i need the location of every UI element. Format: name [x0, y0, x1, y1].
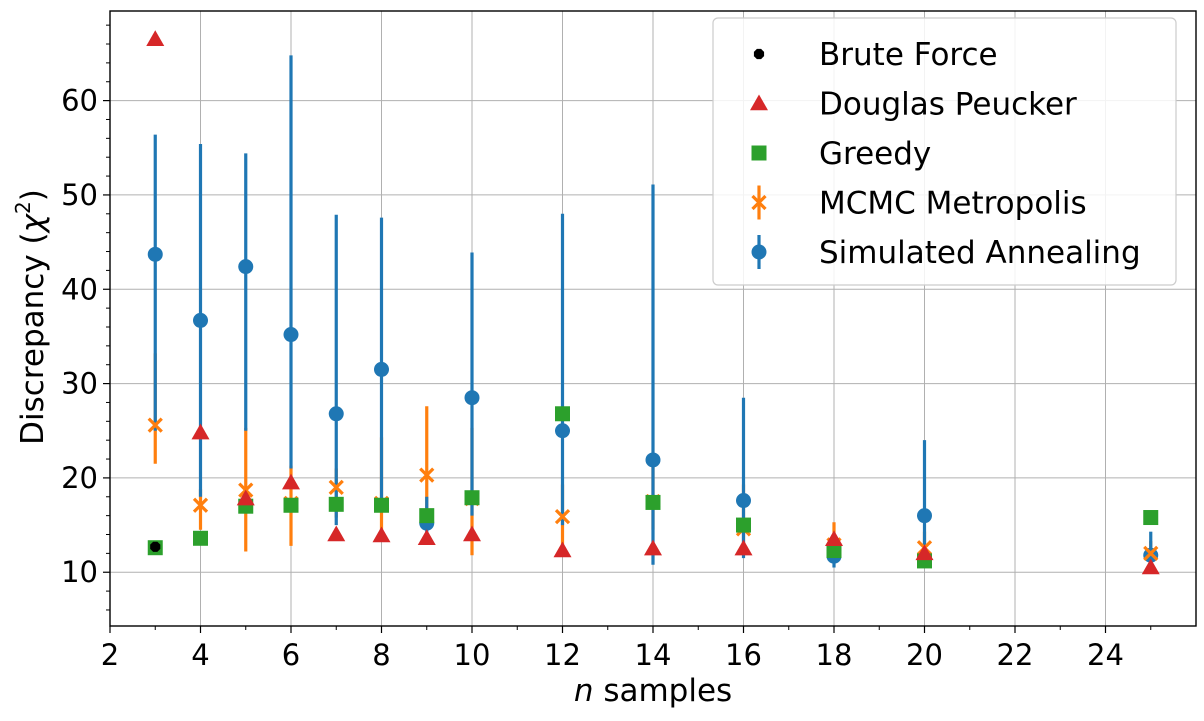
legend: Brute Force Douglas Peucker Greedy MCMC Met…: [712, 17, 1177, 286]
y-axis-label-chi: χ: [15, 212, 51, 234]
y-axis-label-text: Discrepancy (: [15, 232, 51, 444]
douglas-peucker-point: [282, 473, 300, 490]
douglas-peucker-point: [191, 423, 210, 440]
simulated-annealing-point: [193, 312, 208, 328]
simulated-annealing-point: [736, 493, 751, 509]
greedy-point: [193, 530, 208, 546]
mcmc-metropolis-point: [1143, 545, 1159, 562]
douglas-peucker-point: [236, 489, 255, 506]
x-tick-label: 6: [282, 638, 300, 672]
y-tick-label: 60: [61, 84, 98, 118]
major-ticks: [103, 100, 1107, 633]
simulated-annealing-point: [238, 259, 254, 275]
simulated-annealing-point: [645, 452, 661, 468]
y-tick-label: 20: [61, 461, 98, 495]
douglas-peucker-point: [1141, 558, 1160, 575]
simulated-annealing-point: [464, 390, 480, 406]
simulated-annealing-point: [283, 327, 299, 343]
legend-marker-simulated-annealing: [751, 244, 767, 260]
y-axis-label: Discrepancy (χ2): [11, 189, 51, 445]
x-tick-label: 10: [454, 638, 491, 672]
mcmc-metropolis-point: [147, 417, 163, 433]
simulated-annealing-point: [328, 406, 344, 422]
y-tick-label: 30: [61, 367, 98, 401]
data-markers: [146, 30, 1160, 575]
x-axis-label-variable: n: [574, 673, 594, 709]
douglas-peucker-point: [825, 530, 843, 546]
greedy-point: [826, 543, 842, 559]
simulated-annealing-point: [374, 361, 389, 377]
y-tick-label: 50: [61, 178, 98, 212]
x-tick-label: 16: [725, 638, 762, 672]
mcmc-metropolis-point: [419, 467, 435, 483]
x-tick-label: 24: [1087, 638, 1124, 672]
x-tick-label: 8: [372, 638, 390, 672]
greedy-point: [283, 497, 299, 513]
douglas-peucker-point: [417, 529, 436, 546]
legend-label-mcmc-metropolis: MCMC Metropolis: [819, 186, 1087, 222]
mcmc-metropolis-point: [554, 508, 571, 525]
greedy-point: [419, 508, 435, 524]
x-tick-label: 20: [906, 638, 943, 672]
douglas-peucker-point: [734, 539, 753, 556]
greedy-point: [736, 517, 751, 533]
x-tick-label: 4: [191, 638, 209, 672]
douglas-peucker-point: [915, 544, 934, 561]
douglas-peucker-point: [372, 526, 391, 543]
y-tick-labels: 10 20 30 40 50 60: [61, 84, 98, 590]
greedy-point: [464, 490, 480, 506]
greedy-point: [555, 406, 570, 422]
greedy-point: [645, 494, 661, 510]
legend-label-greedy: Greedy: [819, 136, 931, 172]
greedy-point: [328, 496, 344, 512]
legend-marker-douglas-peucker: [750, 94, 768, 111]
legend-marker-greedy: [751, 145, 767, 161]
x-tick-label: 12: [544, 638, 581, 672]
x-tick-label: 14: [635, 638, 672, 672]
greedy-point: [374, 497, 389, 513]
x-tick-label: 2: [101, 638, 119, 672]
mcmc-metropolis-point: [192, 497, 209, 513]
douglas-peucker-point: [644, 539, 662, 556]
greedy-point: [1143, 510, 1159, 526]
legend-marker-mcmc-metropolis: [751, 194, 767, 211]
x-tick-label: 22: [997, 638, 1034, 672]
y-axis-label-close: ): [15, 189, 51, 201]
legend-box: [712, 17, 1177, 286]
douglas-peucker-point: [463, 525, 481, 542]
x-axis-label-text: samples: [593, 673, 732, 709]
legend-label-simulated-annealing: Simulated Annealing: [819, 235, 1141, 271]
y-axis-label-superscript: 2: [11, 201, 35, 214]
simulated-annealing-point: [147, 246, 163, 262]
mcmc-metropolis-point: [328, 479, 344, 495]
legend-marker-brute-force: [753, 48, 765, 60]
legend-label-douglas-peucker: Douglas Peucker: [819, 87, 1077, 123]
y-tick-label: 40: [61, 272, 98, 306]
simulated-annealing-point: [917, 508, 932, 524]
brute-force-point: [150, 541, 161, 552]
douglas-peucker-point: [553, 541, 572, 558]
x-tick-labels: 2 4 6 8 10 12 14 16 18 20 22 24: [101, 638, 1124, 672]
y-tick-label: 10: [61, 555, 98, 589]
legend-label-brute-force: Brute Force: [819, 37, 998, 73]
x-axis-label: n samples: [574, 673, 732, 709]
x-tick-label: 18: [816, 638, 853, 672]
simulated-annealing-point: [555, 423, 570, 439]
douglas-peucker-point: [327, 525, 346, 542]
douglas-peucker-point: [146, 30, 165, 47]
